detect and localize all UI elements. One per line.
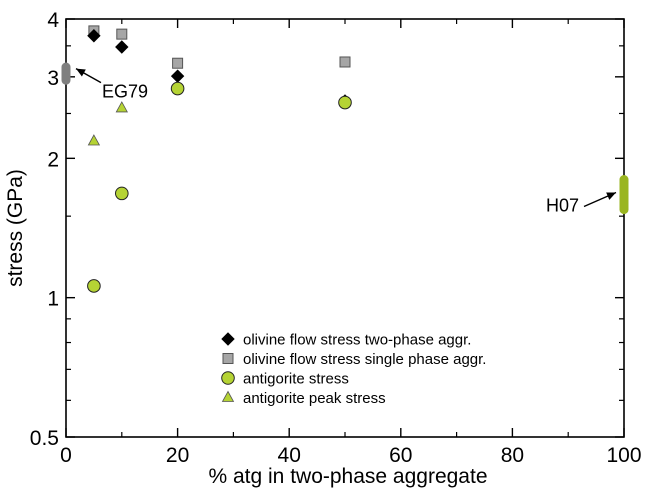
y-tick-label: 4 [47,9,59,32]
x-tick-label: 20 [166,444,189,467]
axis-ticks [65,18,625,438]
legend-marker [222,353,234,364]
data-point [170,69,185,83]
x-tick-label: 60 [389,444,412,467]
tick-labels: 0 20 40 60 80 100 0.5 1 2 3 4 [30,9,642,467]
legend-label: antigorite peak stress [243,390,386,407]
legend: olivine flow stress two-phase aggr. olivi… [221,332,486,407]
x-axis-title: % atg in two-phase aggregate [208,465,487,488]
annotation-arrowhead [606,192,616,200]
annotations: EG79 H07 [61,62,629,216]
data-point [339,56,351,68]
x-tick-label: 100 [606,444,641,467]
y-tick-label: 0.5 [30,427,59,450]
legend-label: olivine flow stress two-phase aggr. [243,332,471,349]
y-axis-title: stress (GPa) [4,169,27,287]
legend-marker [221,371,235,385]
data-point [172,57,184,69]
x-tick-label: 80 [501,444,524,467]
y-tick-label: 2 [47,148,59,171]
data-point [115,186,129,201]
annotation-arrowhead [76,68,86,77]
data-point [115,101,128,113]
data-point [87,279,101,293]
legend-marker [221,332,235,346]
data-point [115,40,129,54]
x-tick-label: 0 [60,444,72,467]
x-tick-label: 40 [278,444,301,467]
data-point [116,28,128,40]
data-point [338,95,352,110]
data-points [87,25,352,293]
data-point [170,81,185,96]
legend-marker [221,390,235,402]
legend-label: antigorite stress [243,371,349,388]
legend-label: olivine flow stress single phase aggr. [243,351,486,368]
annotation-label: H07 [546,196,579,216]
data-point [87,29,101,43]
data-point [87,134,101,146]
y-tick-label: 3 [47,67,59,90]
y-tick-label: 1 [47,288,59,311]
annotation-label: EG79 [102,82,148,102]
